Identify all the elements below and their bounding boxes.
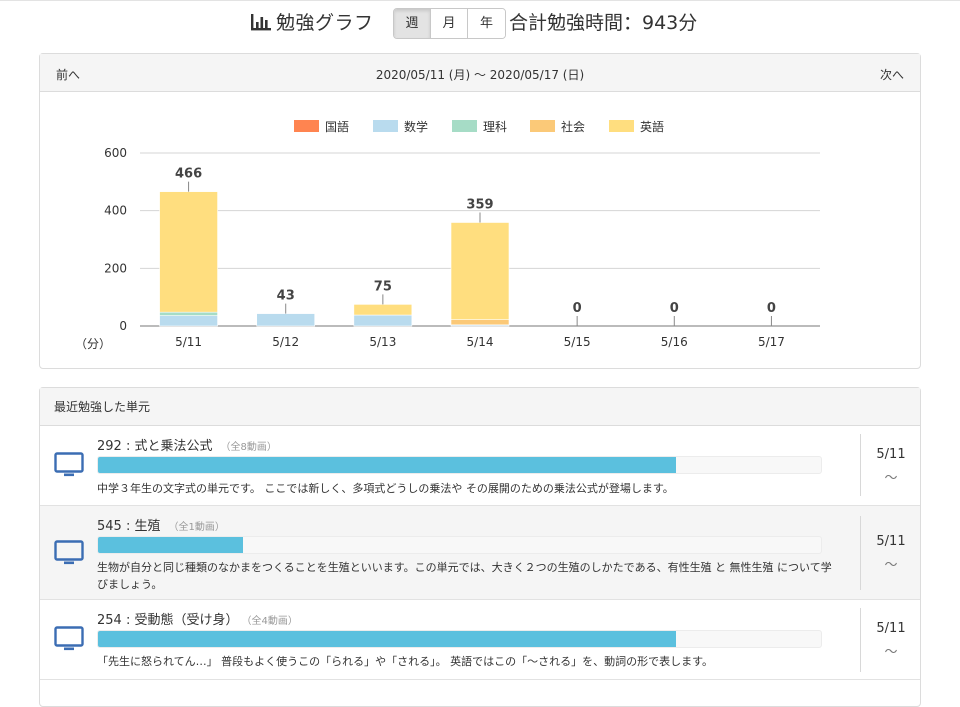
unit-date-tilde: 〜 <box>884 471 898 486</box>
y-tick-label: 400 <box>104 204 127 218</box>
unit-progress-bar <box>97 630 822 648</box>
bar-segment <box>159 311 218 316</box>
unit-title[interactable]: 254 : 受動態（受け身） （全4動画） <box>97 609 298 628</box>
data-label: 466 <box>175 167 202 182</box>
unit-separator <box>860 608 861 672</box>
bar-segment <box>450 222 510 320</box>
y-tick-label: 0 <box>119 319 127 333</box>
x-tick-label: 5/12 <box>272 335 299 349</box>
y-tick-label: 200 <box>104 261 127 275</box>
recent-units-title: 最近勉強した単元 <box>40 388 920 426</box>
chart-panel-header: 前へ 2020/05/11 (月) 〜 2020/05/17 (日) 次へ <box>40 54 920 92</box>
data-label: 75 <box>374 279 392 294</box>
unit-video-count: （全8動画） <box>220 442 277 453</box>
unit-row[interactable]: 254 : 受動態（受け身） （全4動画） 「先生に怒られてん…」 普段もよく使う… <box>40 600 920 680</box>
unit-date-tilde: 〜 <box>884 558 898 573</box>
x-tick-label: 5/14 <box>467 335 494 349</box>
unit-row[interactable]: 545 : 生殖 （全1動画） 生物が自分と同じ種類のなかまをつくることを生殖とい… <box>40 506 920 600</box>
legend-swatch <box>530 120 555 132</box>
data-label: 0 <box>767 301 776 316</box>
total-study-time: 合計勉強時間：943分 <box>509 12 698 34</box>
unit-row[interactable]: 292 : 式と乗法公式 （全8動画） 中学３年生の文字式の単元です。 ここでは新… <box>40 426 920 506</box>
date-range: 2020/05/11 (月) 〜 2020/05/17 (日) <box>375 68 585 82</box>
page-title: 勉強グラフ <box>276 12 374 34</box>
bar-segment <box>159 315 218 327</box>
unit-progress-bar <box>97 536 822 554</box>
unit-video-count: （全4動画） <box>246 616 298 627</box>
bar-segment <box>256 313 316 327</box>
recent-units-panel: 最近勉強した単元 292 : 式と乗法公式 （全8動画） 中学３年生の文字式の単元… <box>39 387 921 707</box>
data-label: 359 <box>466 197 493 212</box>
period-week-button[interactable]: 週 <box>394 9 431 38</box>
study-time-chart: 国語 数学 理科 社会 英語 0 200 400 600 （分） 466 5/11 43 5/12 75 5/… <box>75 119 820 351</box>
data-label: 0 <box>670 301 679 316</box>
bar-segment <box>353 314 413 327</box>
legend-label: 国語 <box>325 119 349 134</box>
x-tick-label: 5/11 <box>175 335 202 349</box>
unit-date: 5/11 <box>876 621 906 636</box>
x-tick-label: 5/13 <box>369 335 396 349</box>
unit-description: 「先生に怒られてん…」 普段もよく使うこの「られる」や「される」。 英語ではこの… <box>97 655 714 668</box>
header: 勉強グラフ 週 月 年 合計勉強時間：943分 <box>0 6 960 40</box>
legend-label: 理科 <box>483 120 507 134</box>
unit-progress-fill <box>98 457 677 473</box>
unit-description: 生物が自分と同じ種類のなかまをつくることを生殖といいます。この単元では、大きく２… <box>97 561 832 591</box>
unit-title-text[interactable]: 545 : 生殖 <box>97 519 161 534</box>
legend-label: 英語 <box>640 119 664 134</box>
legend-swatch <box>373 120 398 132</box>
unit-separator <box>860 434 861 496</box>
legend-swatch <box>609 120 634 132</box>
unit-title-text[interactable]: 292 : 式と乗法公式 <box>97 439 213 454</box>
next-week-link[interactable]: 次へ <box>879 68 904 82</box>
legend-label: 数学 <box>404 119 428 134</box>
bar-segment <box>450 319 510 326</box>
monitor-icon <box>54 452 84 477</box>
x-tick-label: 5/15 <box>564 335 591 349</box>
legend-label: 社会 <box>561 119 585 134</box>
period-month-button[interactable]: 月 <box>431 9 468 38</box>
x-tick-label: 5/17 <box>758 335 785 349</box>
unit-date: 5/11 <box>876 534 906 549</box>
bar-segment <box>353 304 413 316</box>
monitor-icon <box>54 540 84 565</box>
unit-title[interactable]: 292 : 式と乗法公式 （全8動画） <box>97 435 277 454</box>
unit-date: 5/11 <box>876 447 906 462</box>
data-label: 0 <box>573 301 582 316</box>
unit-separator <box>860 516 861 590</box>
unit-video-count: （全1動画） <box>168 522 225 533</box>
unit-progress-fill <box>98 631 677 647</box>
unit-title-text[interactable]: 254 : 受動態（受け身） <box>97 613 239 628</box>
unit-description: 中学３年生の文字式の単元です。 ここでは新しく、多項式どうしの乗法や その展開の… <box>97 482 674 495</box>
legend-swatch <box>294 120 319 132</box>
unit-progress-bar <box>97 456 822 474</box>
study-chart-panel: 前へ 2020/05/11 (月) 〜 2020/05/17 (日) 次へ 国語… <box>39 53 921 369</box>
x-tick-label: 5/16 <box>661 335 688 349</box>
prev-week-link[interactable]: 前へ <box>56 68 81 82</box>
data-label: 43 <box>277 289 295 304</box>
monitor-icon <box>54 626 84 651</box>
unit-title[interactable]: 545 : 生殖 （全1動画） <box>97 515 225 534</box>
unit-progress-fill <box>98 537 243 553</box>
period-year-button[interactable]: 年 <box>468 9 505 38</box>
bar-segment <box>159 191 218 313</box>
legend-swatch <box>452 120 477 132</box>
unit-date-tilde: 〜 <box>884 645 898 660</box>
period-toggle: 週 月 年 <box>393 8 506 39</box>
y-tick-label: 600 <box>104 146 127 160</box>
top-divider <box>0 0 960 4</box>
bar-chart-icon <box>251 14 271 31</box>
y-axis-label: （分） <box>75 337 111 351</box>
